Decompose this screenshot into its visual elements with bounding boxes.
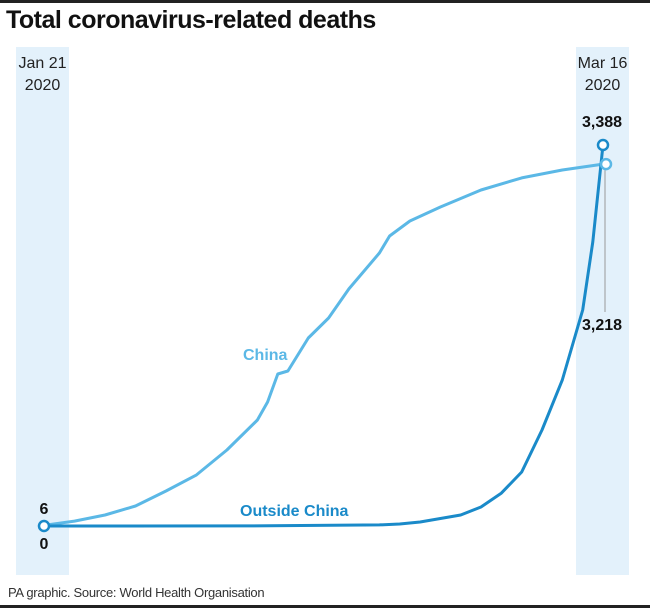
series-line-china [43,162,604,527]
start-point-marker [37,519,51,533]
series-label-china: China [243,347,288,364]
china-start-value-label: 6 [40,501,49,518]
series-line-outside-china [43,144,605,528]
chart-title: Total coronavirus-related deaths [6,6,376,34]
outside-china-start-value-label: 0 [40,536,49,553]
x-tick-label-year: 2020 [25,77,61,94]
x-tick-label-year: 2020 [585,77,621,94]
source-note: PA graphic. Source: World Health Organis… [8,585,265,600]
x-tick-label-date: Mar 16 [578,55,628,72]
x-tick-label-date: Jan 21 [18,55,66,72]
series-label-outside-china: Outside China [240,503,349,520]
end-date-band [576,47,629,575]
top-rule [0,0,650,3]
bottom-rule [0,605,650,608]
start-date-band [16,47,69,575]
outside-china-end-point-marker [596,138,610,152]
outside-china-end-value-label: 3,388 [582,114,622,131]
china-end-point-marker [599,157,613,171]
china-end-value-label: 3,218 [582,317,622,334]
